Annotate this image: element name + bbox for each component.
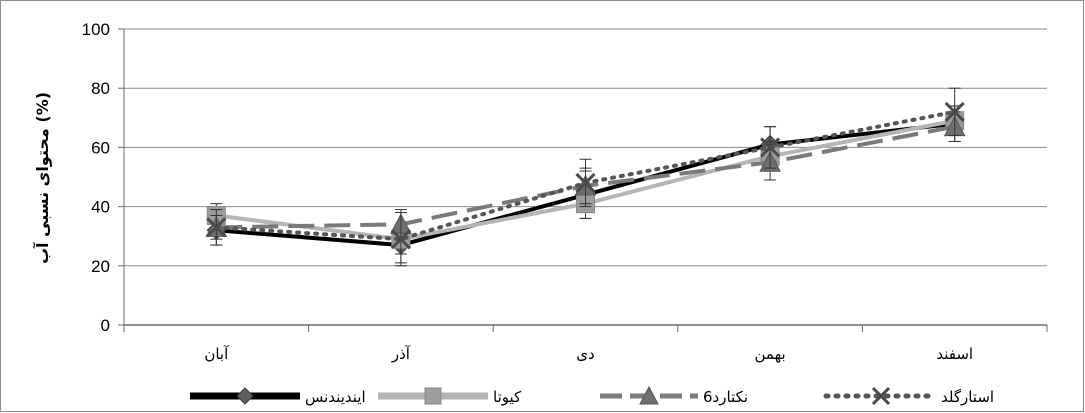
legend-entry: کیوتا xyxy=(378,387,522,406)
y-tick-labels: 0 20 40 60 80 100 xyxy=(82,20,110,335)
x-marker xyxy=(760,137,781,158)
x-tick-label: اسفند xyxy=(936,345,973,363)
x-tick-label: دی xyxy=(576,345,594,363)
legend-entry: ایندیندنس xyxy=(190,387,366,406)
x-marker xyxy=(390,229,411,250)
legend: ایندیندنس کیوتا نکتارد6 استارگلد xyxy=(190,385,994,406)
x-marker xyxy=(206,217,227,238)
y-axis-label: محتوای نسبی آب (%) xyxy=(32,92,52,264)
legend-label: استارگلد xyxy=(941,388,994,406)
x-tick-label: بهمن xyxy=(755,345,786,363)
y-tick-label: 100 xyxy=(82,20,110,39)
y-tick-label: 80 xyxy=(91,79,110,98)
legend-entry: نکتارد6 xyxy=(600,385,748,406)
triangle-marker xyxy=(639,385,659,405)
x-tick-label: آذر xyxy=(391,345,411,363)
x-tick-label: آبان xyxy=(204,345,229,363)
y-tick-label: 60 xyxy=(91,138,110,157)
x-marker xyxy=(944,101,965,122)
series-layer xyxy=(205,87,966,267)
x-marker xyxy=(871,386,891,406)
legend-entry: استارگلد xyxy=(823,386,994,406)
y-tick-label: 40 xyxy=(91,198,110,217)
gridlines xyxy=(118,28,1047,326)
legend-label: ایندیندنس xyxy=(305,388,366,406)
square-marker xyxy=(424,387,442,405)
legend-label: نکتارد6 xyxy=(703,388,748,406)
x-marker xyxy=(575,172,596,193)
x-axis: آبان آذر دی بهمن اسفند xyxy=(123,29,1048,363)
diamond-marker xyxy=(236,387,254,405)
y-tick-label: 0 xyxy=(101,316,110,335)
legend-label: کیوتا xyxy=(493,388,522,406)
series-x xyxy=(206,87,965,267)
y-tick-label: 20 xyxy=(91,257,110,276)
